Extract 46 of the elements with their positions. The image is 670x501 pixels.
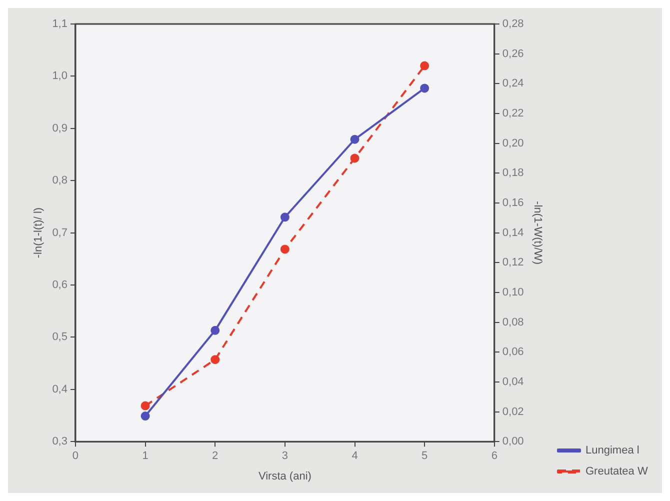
- y2-tick-label: 0,16: [502, 197, 524, 210]
- point: [210, 355, 220, 364]
- y2-tick-label: 0,18: [502, 167, 524, 180]
- x-tick-label: 6: [491, 450, 498, 462]
- y2-tick-label: 0,04: [502, 376, 524, 388]
- point: [350, 134, 360, 144]
- x-tick-label: 3: [282, 450, 288, 462]
- y-tick-label: 0,9: [52, 122, 68, 134]
- y2-tick-label: 0,10: [502, 286, 524, 298]
- x-tick-label: 1: [142, 450, 148, 462]
- y-axis-title: -ln(1-l(t)/ l): [32, 207, 45, 258]
- y2-tick-label: 0,26: [502, 48, 524, 60]
- y-tick-label: 0,5: [52, 331, 68, 344]
- y2-tick-label: 0,14: [502, 226, 524, 239]
- x-tick-label: 4: [352, 450, 358, 462]
- point: [280, 212, 290, 222]
- y2-axis-title: -ln(1-W(t)/W): [531, 201, 544, 265]
- x-tick-label: 0: [72, 450, 79, 462]
- y-tick-label: 0,8: [52, 174, 68, 187]
- y2-tick-label: 0,22: [502, 108, 524, 120]
- y2-tick-label: 0,06: [502, 346, 524, 358]
- point: [420, 84, 430, 93]
- x-tick-label: 5: [422, 450, 428, 462]
- y2-tick-label: 0,00: [502, 436, 524, 448]
- y-tick-label: 0,7: [52, 226, 68, 239]
- y2-tick-label: 0,24: [502, 78, 524, 90]
- point: [350, 154, 360, 163]
- y-tick-label: 0,3: [52, 436, 68, 448]
- point: [140, 412, 150, 421]
- y2-tick-label: 0,08: [502, 316, 524, 328]
- y2-tick-label: 0,20: [502, 137, 524, 150]
- point: [420, 61, 430, 70]
- y-tick-label: 1,0: [52, 70, 68, 82]
- point: [210, 326, 220, 335]
- legend-label: Greutatea W: [586, 466, 648, 478]
- x-tick-label: 2: [212, 450, 218, 462]
- y-tick-label: 0,4: [52, 383, 68, 396]
- y2-tick-label: 0,28: [502, 18, 524, 30]
- x-axis-title: Virsta (ani): [258, 470, 312, 482]
- legend-label: Lungimea l: [586, 444, 640, 457]
- y2-tick-label: 0,12: [502, 256, 524, 269]
- y2-tick-label: 0,02: [502, 406, 524, 418]
- point: [140, 401, 150, 410]
- y-tick-label: 1,1: [52, 18, 68, 30]
- y-tick-label: 0,6: [52, 279, 68, 292]
- point: [280, 244, 290, 254]
